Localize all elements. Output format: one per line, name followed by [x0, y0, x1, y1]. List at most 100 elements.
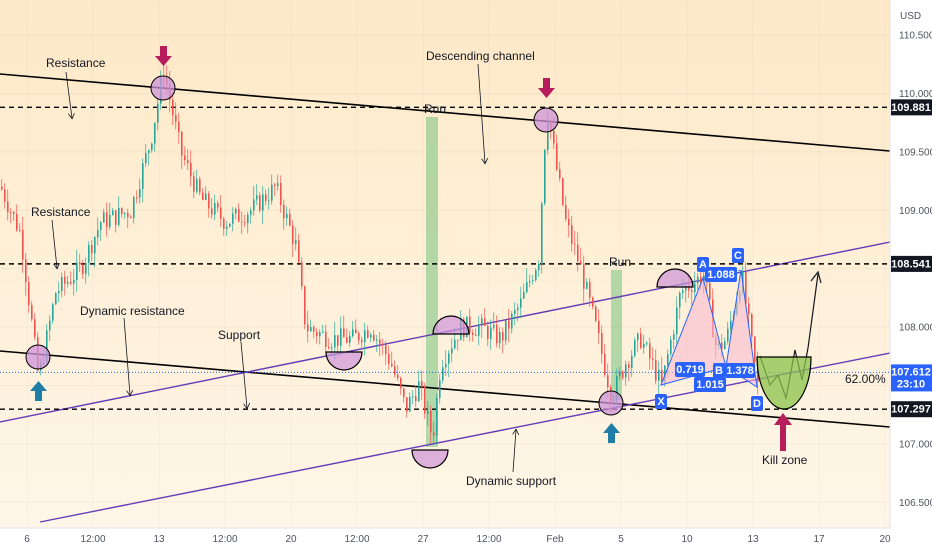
pivot-zone-1 [325, 351, 363, 371]
price-level-label: 107.297 [891, 404, 931, 416]
candle-body [280, 183, 282, 205]
candle-body [370, 334, 372, 338]
svg-text:1.088: 1.088 [707, 269, 735, 281]
svg-text:23:10: 23:10 [897, 378, 925, 390]
price-level-label: 108.541 [891, 258, 931, 270]
candle-body [448, 353, 450, 364]
candle-body [400, 378, 402, 389]
candle-body [1, 186, 3, 190]
time-tick-label: 20 [285, 534, 297, 545]
time-tick-label: 20 [879, 534, 891, 545]
candle-body [199, 178, 201, 193]
candle-body [145, 153, 147, 164]
candle-body [13, 212, 15, 214]
candle-body [598, 320, 600, 333]
candle-body [361, 340, 363, 343]
candle-body [289, 213, 291, 226]
leader-resistance-mid [51, 219, 57, 268]
candle-body [103, 212, 105, 223]
candle-body [250, 210, 252, 215]
candle-body [61, 276, 63, 292]
candle-body [313, 327, 315, 332]
candle-body [334, 335, 336, 348]
candle-body [418, 381, 420, 402]
pivot-zone-3 [411, 449, 449, 469]
candle-body [22, 230, 24, 260]
candle-body [481, 318, 483, 326]
candle-body [601, 332, 603, 354]
candle-body [517, 307, 519, 310]
touch-circle-4 [598, 390, 624, 416]
candle-body [493, 324, 495, 328]
currency-label: USD [900, 11, 921, 22]
candle-body [694, 283, 696, 293]
candle-body [475, 335, 477, 337]
candle-body [265, 194, 267, 201]
candle-body [94, 237, 96, 254]
candle-body [745, 271, 747, 304]
time-tick-label: 12:00 [212, 534, 237, 545]
up-arrow-1 [30, 381, 47, 401]
candle-body [478, 325, 480, 336]
candle-body [376, 339, 378, 341]
candle-body [484, 318, 486, 326]
candle-body [274, 184, 276, 187]
candle-body [421, 381, 423, 387]
candle-body [352, 329, 354, 337]
candle-body [346, 337, 348, 343]
time-axis[interactable] [0, 528, 890, 550]
candle-body [223, 219, 225, 229]
candle-body [424, 386, 426, 414]
candle-body [682, 290, 684, 293]
candle-body [382, 343, 384, 345]
candle-body [445, 363, 447, 368]
svg-text:C: C [734, 250, 742, 262]
candle-body [472, 332, 474, 336]
candle-body [106, 212, 108, 227]
candle-body [406, 397, 408, 412]
candle-body [310, 327, 312, 332]
candle-body [385, 344, 387, 355]
candle-body [688, 286, 690, 291]
candle-body [373, 334, 375, 341]
label-run-2: Run [609, 255, 631, 269]
candle-body [394, 366, 396, 375]
label-resistance-mid: Resistance [31, 205, 91, 219]
candle-body [586, 281, 588, 289]
time-tick-label: 27 [417, 534, 429, 545]
candle-body [496, 324, 498, 344]
svg-text:X: X [657, 396, 665, 408]
price-tick-label: 110.000 [899, 89, 932, 100]
candle-body [46, 330, 48, 363]
svg-text:1.378: 1.378 [726, 365, 754, 377]
price-axis[interactable] [890, 0, 932, 550]
candle-body [337, 335, 339, 346]
candle-body [559, 169, 561, 179]
candle-body [112, 210, 114, 216]
time-tick-label: 12:00 [344, 534, 369, 545]
candle-body [358, 332, 360, 341]
candle-body [136, 197, 138, 199]
ratio-label-4: 1.015 [694, 377, 726, 392]
candle-body [505, 320, 507, 341]
candle-body [100, 222, 102, 230]
candle-body [316, 331, 318, 337]
candle-body [643, 343, 645, 348]
time-tick-label: 17 [813, 534, 825, 545]
channel-lower-line [0, 350, 891, 428]
candle-body [403, 388, 405, 398]
candle-body [367, 330, 369, 338]
candle-body [574, 243, 576, 245]
candle-body [451, 348, 453, 354]
ratio-label-1: 0.719 [675, 362, 705, 377]
candle-body [502, 331, 504, 341]
candle-body [691, 290, 693, 293]
candle-body [397, 374, 399, 379]
time-tick-label: 13 [153, 534, 165, 545]
price-level-label: 109.881 [891, 102, 931, 114]
label-support: Support [218, 328, 261, 342]
candle-body [97, 229, 99, 238]
candle-body [469, 316, 471, 333]
candle-body [526, 282, 528, 293]
candle-body [343, 328, 345, 338]
